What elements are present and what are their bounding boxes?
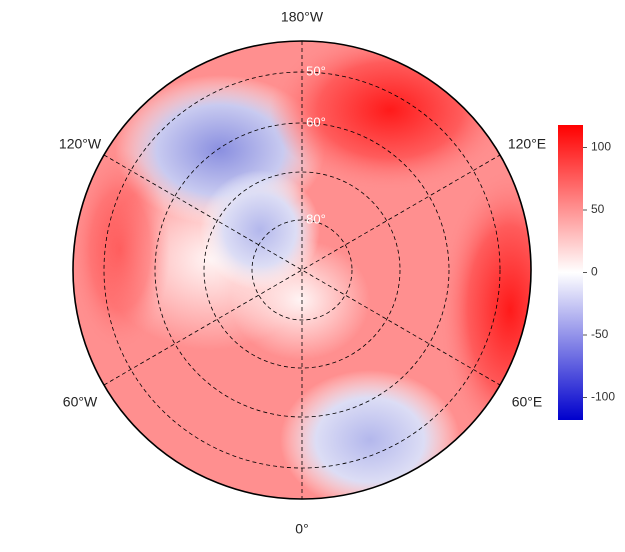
longitude-label: 60°W [63, 394, 98, 410]
longitude-label: 120°W [59, 136, 102, 152]
colorbar-tick-label: 0 [591, 265, 598, 279]
latitude-label: 50° [306, 63, 326, 78]
colorbar-tick-label: 100 [591, 140, 611, 154]
longitude-label: 60°E [512, 394, 543, 410]
graticule [103, 41, 501, 499]
longitude-label: 120°E [508, 136, 546, 152]
colorbar [558, 125, 583, 420]
longitude-label: 0° [295, 521, 308, 537]
latitude-label: 80° [306, 211, 326, 226]
colorbar-tick-label: -100 [591, 390, 615, 404]
latitude-label: 60° [306, 114, 326, 129]
map-border [72, 40, 532, 500]
colorbar-tick-label: -50 [591, 327, 609, 341]
colorbar-tick-label: 50 [591, 202, 605, 216]
longitude-label: 180°W [281, 9, 324, 25]
